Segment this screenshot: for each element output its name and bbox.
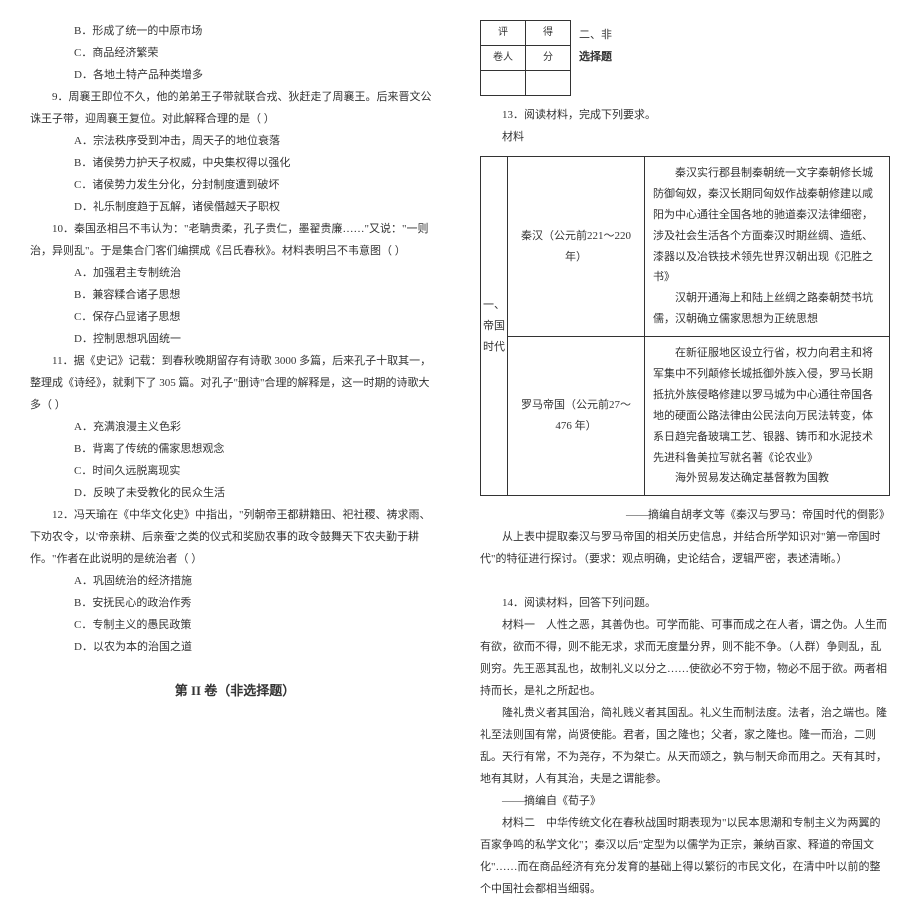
- q8-option-c[interactable]: C．商品经济繁荣: [30, 42, 440, 64]
- score-get-label: 得: [526, 21, 571, 46]
- q9-option-d[interactable]: D．礼乐制度趋于瓦解，诸侯僭越天子职权: [30, 196, 440, 218]
- q9-option-c[interactable]: C．诸侯势力发生分化，分封制度遭到破坏: [30, 174, 440, 196]
- qin-han-content: 秦汉实行郡县制秦朝统一文字秦朝修长城防御匈奴，秦汉长期同匈奴作战秦朝修建以咸阳为…: [645, 157, 890, 337]
- material-1b: 隆礼贵义者其国治，简礼贱义者其国乱。礼义生而制法度。法者，治之端也。隆礼至法则国…: [480, 702, 890, 790]
- q11-option-d[interactable]: D．反映了未受教化的民众生活: [30, 482, 440, 504]
- q11-option-c[interactable]: C．时间久远脱离现实: [30, 460, 440, 482]
- material-2: 材料二 中华传统文化在春秋战国时期表现为"以民本思潮和专制主义为两翼的百家争鸣的…: [480, 812, 890, 900]
- q12-option-a[interactable]: A．巩固统治的经济措施: [30, 570, 440, 592]
- question-13: 13．阅读材料，完成下列要求。: [480, 104, 890, 126]
- q9-option-a[interactable]: A．宗法秩序受到冲击，周天子的地位衰落: [30, 130, 440, 152]
- question-11: 11．据《史记》记载：到春秋晚期留存有诗歌 3000 多篇，后来孔子十取其一，整…: [30, 350, 440, 416]
- citation-14: ——摘编自《荀子》: [480, 790, 890, 812]
- question-9: 9．周襄王即位不久，他的弟弟王子带就联合戎、狄赶走了周襄王。后来晋文公诛王子带，…: [30, 86, 440, 130]
- q10-option-b[interactable]: B．兼容糅合诸子思想: [30, 284, 440, 306]
- material-1a: 材料一 人性之恶，其善伪也。可学而能、可事而成之在人者，谓之伪。人生而有欲，欲而…: [480, 614, 890, 702]
- q11-option-a[interactable]: A．充满浪漫主义色彩: [30, 416, 440, 438]
- score-eval-label: 评: [481, 21, 526, 46]
- history-table: 一、 帝国 时代 秦汉（公元前221～220 年） 秦汉实行郡县制秦朝统一文字秦…: [480, 156, 890, 496]
- q8-option-d[interactable]: D．各地土特产品种类增多: [30, 64, 440, 86]
- era-vertical-label: 一、 帝国 时代: [481, 157, 508, 496]
- score-mark-label: 分: [526, 46, 571, 71]
- qin-han-era: 秦汉（公元前221～220 年）: [508, 157, 645, 337]
- question-13-req: 从上表中提取秦汉与罗马帝国的相关历史信息，并结合所学知识对"第一帝国时代"的特征…: [480, 526, 890, 570]
- q8-option-b[interactable]: B．形成了统一的中原市场: [30, 20, 440, 42]
- q10-option-d[interactable]: D．控制思想巩固统一: [30, 328, 440, 350]
- question-12: 12．冯天瑜在《中华文化史》中指出，"列朝帝王都耕籍田、祀社稷、祷求雨、下劝农令…: [30, 504, 440, 570]
- citation-13: ——摘编自胡孝文等《秦汉与罗马：帝国时代的倒影》: [480, 504, 890, 526]
- q12-option-b[interactable]: B．安抚民心的政治作秀: [30, 592, 440, 614]
- material-label-13: 材料: [480, 126, 890, 148]
- q11-option-b[interactable]: B．背离了传统的儒家思想观念: [30, 438, 440, 460]
- question-10: 10．秦国丞相吕不韦认为："老聃贵柔，孔子贵仁，墨翟贵廉……"又说："一则治，异…: [30, 218, 440, 262]
- section2-title-b: 选择题: [579, 51, 612, 63]
- rome-era: 罗马帝国（公元前27～476 年）: [508, 337, 645, 496]
- q12-option-d[interactable]: D．以农为本的治国之道: [30, 636, 440, 658]
- q9-option-b[interactable]: B．诸侯势力护天子权威，中央集权得以强化: [30, 152, 440, 174]
- score-grader-cell: [481, 71, 526, 96]
- score-mark-cell: [526, 71, 571, 96]
- rome-content: 在新征服地区设立行省，权力向君主和将军集中不列颠修长城抵御外族入侵，罗马长期抵抗…: [645, 337, 890, 496]
- score-grader-label: 卷人: [481, 46, 526, 71]
- section2-title-a: 二、非: [579, 29, 612, 41]
- q10-option-a[interactable]: A．加强君主专制统治: [30, 262, 440, 284]
- score-box: 评 得 卷人 分: [480, 20, 571, 96]
- part2-title: 第 II 卷（非选择题）: [30, 678, 440, 704]
- q12-option-c[interactable]: C．专制主义的愚民政策: [30, 614, 440, 636]
- q10-option-c[interactable]: C．保存凸显诸子思想: [30, 306, 440, 328]
- question-14: 14．阅读材料，回答下列问题。: [480, 592, 890, 614]
